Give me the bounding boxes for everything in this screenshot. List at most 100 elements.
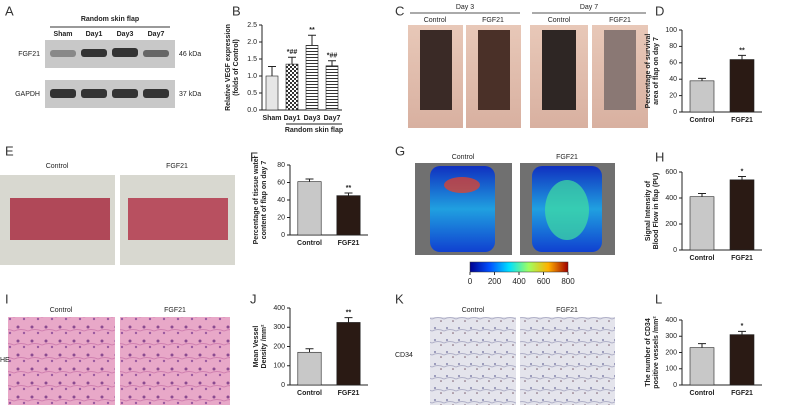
error-bar (344, 317, 353, 323)
significance: * (741, 323, 744, 330)
y-tick-label: 300 (273, 324, 285, 331)
y-tick-label: 1.0 (247, 73, 257, 80)
panel-letter: J (250, 291, 257, 306)
y-tick-label: 2.5 (247, 22, 257, 29)
colorbar (469, 261, 569, 273)
error-bar (308, 34, 316, 46)
bar (297, 351, 322, 386)
bar (336, 322, 361, 386)
y-tick-label: 2.0 (247, 39, 257, 46)
y-axis-label: Percentage of tissue water (253, 155, 260, 244)
y-tick-label: 20 (669, 92, 677, 99)
significance: ** (346, 185, 352, 192)
colorbar-tick-label: 200 (488, 277, 502, 286)
error-bar (328, 60, 336, 66)
y-axis-label: positive vessels /mm² (653, 316, 660, 389)
y-tick-label: 0 (673, 109, 677, 116)
day-label: Day 7 (580, 4, 598, 11)
y-tick-label: 100 (665, 27, 677, 34)
lane-label: Day7 (148, 31, 165, 38)
x-tick-label: Day7 (324, 115, 341, 122)
lane-label: Sham (53, 31, 72, 38)
error-bar (268, 65, 276, 76)
bar (336, 195, 361, 236)
y-tick-label: 20 (277, 214, 285, 221)
y-axis-label: Density /mm² (261, 324, 268, 369)
photo-label: FGF21 (609, 17, 631, 24)
x-tick-label: FGF21 (731, 117, 753, 124)
flap (604, 30, 636, 110)
day-label: Day 3 (456, 4, 474, 11)
y-tick-label: 0.5 (247, 90, 257, 97)
y-tick-label: 0.0 (247, 107, 257, 114)
photo (430, 317, 516, 405)
lane-label: Day1 (86, 31, 103, 38)
size-label: 37 kDa (179, 91, 201, 98)
bar (689, 196, 715, 251)
photo-label: Control (462, 307, 485, 314)
panel-letter: G (395, 143, 405, 158)
error-bar (738, 54, 746, 60)
error-bar (305, 348, 314, 353)
photo (520, 317, 615, 405)
bar (305, 45, 319, 111)
photo-label: Control (452, 154, 475, 161)
panel-letter: I (5, 291, 9, 306)
error-bar (344, 192, 353, 196)
error-bar (738, 330, 746, 335)
x-tick-label: FGF21 (338, 390, 360, 397)
error-bar (305, 178, 314, 182)
y-tick-label: 40 (277, 197, 285, 204)
y-tick-label: 300 (665, 333, 677, 340)
y-axis-label: area of flap on day 7 (653, 37, 660, 105)
photo-label: FGF21 (164, 307, 186, 314)
stain-label: HE (0, 357, 10, 364)
y-axis-label: content of flap on day 7 (261, 161, 268, 240)
stain-label: CD34 (395, 352, 413, 359)
bar (285, 63, 299, 111)
colorbar-tick-label: 600 (537, 277, 551, 286)
bar (689, 347, 715, 386)
y-axis-label: Relative VEGF expression (225, 24, 232, 111)
significance: ** (346, 309, 352, 316)
significance: * (741, 168, 744, 175)
error-bar (698, 343, 706, 348)
error-bar (698, 77, 706, 81)
y-tick-label: 0 (673, 247, 677, 254)
bar (265, 75, 279, 111)
x-tick-label: Control (690, 117, 715, 124)
y-tick-label: 80 (277, 162, 285, 169)
y-tick-label: 200 (665, 349, 677, 356)
y-axis-label: Percentage of survival (645, 34, 652, 109)
flap (128, 198, 228, 240)
x-tick-label: Control (690, 390, 715, 397)
x-tick-label: FGF21 (731, 390, 753, 397)
panel-letter: D (655, 3, 664, 18)
y-tick-label: 200 (273, 343, 285, 350)
y-axis-label: Signal Intensity of (645, 180, 652, 241)
y-tick-label: 0 (673, 382, 677, 389)
blot-bands (50, 48, 169, 98)
x-tick-label: Day1 (284, 115, 301, 122)
colorbar-tick-label: 800 (561, 277, 575, 286)
y-tick-label: 60 (669, 60, 677, 67)
flap (478, 30, 510, 110)
y-tick-label: 60 (277, 179, 285, 186)
x-tick-label: Day3 (304, 115, 321, 122)
photo (120, 317, 230, 405)
photo-label: Control (424, 17, 447, 24)
x-tick-label: Control (297, 390, 322, 397)
y-tick-label: 80 (669, 43, 677, 50)
y-tick-label: 400 (665, 317, 677, 324)
flap (420, 30, 452, 110)
x-axis-label: Random skin flap (285, 127, 343, 134)
panel-letter: C (395, 3, 404, 18)
photo-label: FGF21 (556, 154, 578, 161)
panel-letter: E (5, 143, 14, 158)
photo-label: Control (50, 307, 73, 314)
photo-label: FGF21 (556, 307, 578, 314)
photo-label: FGF21 (482, 17, 504, 24)
bar (729, 179, 755, 251)
y-tick-label: 400 (273, 305, 285, 312)
